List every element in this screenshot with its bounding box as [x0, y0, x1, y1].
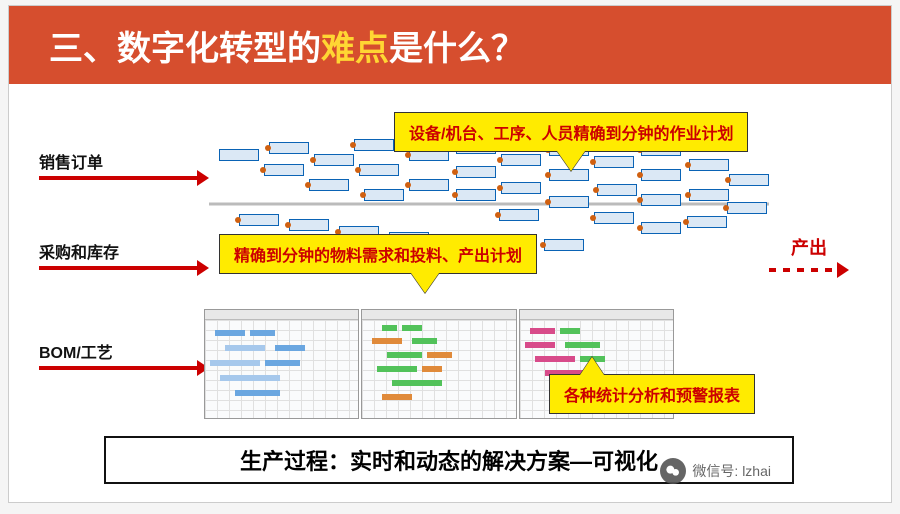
flow-node	[354, 139, 394, 151]
gantt-bar	[225, 345, 265, 351]
watermark: 微信号: lzhai	[660, 458, 771, 484]
slide: 三、数字化转型的难点是什么？ 销售订单 采购和库存 BOM/工艺 产出 设备/机…	[8, 5, 892, 503]
gantt-bar	[250, 330, 275, 336]
flow-node	[597, 184, 637, 196]
arrow-bom	[39, 366, 199, 370]
gantt-bar	[560, 328, 580, 334]
flow-node	[219, 149, 259, 161]
gantt-bar	[392, 380, 442, 386]
flow-node	[544, 239, 584, 251]
flow-node	[239, 214, 279, 226]
title-suffix: 是什么？	[389, 30, 525, 68]
gantt-bar	[565, 342, 600, 348]
output-label: 产出	[791, 234, 827, 260]
flow-node	[264, 164, 304, 176]
gantt-bar	[422, 366, 442, 372]
flow-node	[641, 222, 681, 234]
flow-node	[456, 189, 496, 201]
gantt-bar	[265, 360, 300, 366]
callout-mid-text: 精确到分钟的物料需求和投料、产出计划	[234, 248, 522, 265]
gantt-bar	[372, 338, 402, 344]
gantt-bar	[387, 352, 422, 358]
gantt-bar	[412, 338, 437, 344]
flow-node	[549, 196, 589, 208]
gantt-bar	[525, 342, 555, 348]
gantt-bar	[210, 360, 260, 366]
flow-node	[289, 219, 329, 231]
callout-tip-down-icon	[557, 151, 585, 171]
arrow-sales	[39, 176, 199, 180]
gantt-bar	[215, 330, 245, 336]
flow-node	[499, 209, 539, 221]
callout-bottom-text: 各种统计分析和预警报表	[564, 388, 740, 405]
flow-node	[359, 164, 399, 176]
title-bar: 三、数字化转型的难点是什么？	[9, 6, 891, 84]
watermark-text: 微信号: lzhai	[692, 461, 771, 481]
flow-node	[314, 154, 354, 166]
flow-node	[594, 156, 634, 168]
callout-top: 设备/机台、工序、人员精确到分钟的作业计划	[394, 112, 748, 152]
gantt-panel-1	[204, 309, 359, 419]
callout-tip-down-icon	[411, 273, 439, 293]
flow-node	[689, 189, 729, 201]
flow-node	[269, 142, 309, 154]
gantt-bar	[235, 390, 280, 396]
flow-node	[594, 212, 634, 224]
flow-node	[641, 169, 681, 181]
content-area: 销售订单 采购和库存 BOM/工艺 产出 设备/机台、工序、人员精确到分钟的作业…	[9, 84, 891, 504]
input-label-sales: 销售订单	[39, 149, 103, 173]
flow-node	[687, 216, 727, 228]
flow-node	[641, 194, 681, 206]
flow-node	[364, 189, 404, 201]
gantt-bar	[382, 325, 397, 331]
gantt-bar	[427, 352, 452, 358]
flow-node	[309, 179, 349, 191]
gantt-bar	[382, 394, 412, 400]
gantt-bar	[402, 325, 422, 331]
flow-node	[689, 159, 729, 171]
input-label-purchase: 采购和库存	[39, 239, 119, 263]
flow-node	[729, 174, 769, 186]
flow-node	[501, 154, 541, 166]
callout-top-text: 设备/机台、工序、人员精确到分钟的作业计划	[409, 126, 733, 143]
gantt-bar	[275, 345, 305, 351]
callout-tip-up-icon	[580, 357, 604, 375]
arrow-output	[769, 268, 839, 272]
gantt-bar	[377, 366, 417, 372]
input-label-bom: BOM/工艺	[39, 339, 113, 363]
gantt-bar	[220, 375, 280, 381]
callout-mid: 精确到分钟的物料需求和投料、产出计划	[219, 234, 537, 274]
slide-title: 三、数字化转型的难点是什么？	[49, 21, 525, 70]
gantt-bar	[530, 328, 555, 334]
flow-node	[501, 182, 541, 194]
gantt-panel-2	[361, 309, 516, 419]
title-prefix: 三、数字化转型的	[49, 30, 321, 68]
flow-node	[456, 166, 496, 178]
gantt-bar	[535, 356, 575, 362]
flow-node	[727, 202, 767, 214]
arrow-purchase	[39, 266, 199, 270]
wechat-icon	[660, 458, 686, 484]
flow-node	[409, 179, 449, 191]
callout-bottom: 各种统计分析和预警报表	[549, 374, 755, 414]
title-highlight: 难点	[321, 30, 389, 68]
